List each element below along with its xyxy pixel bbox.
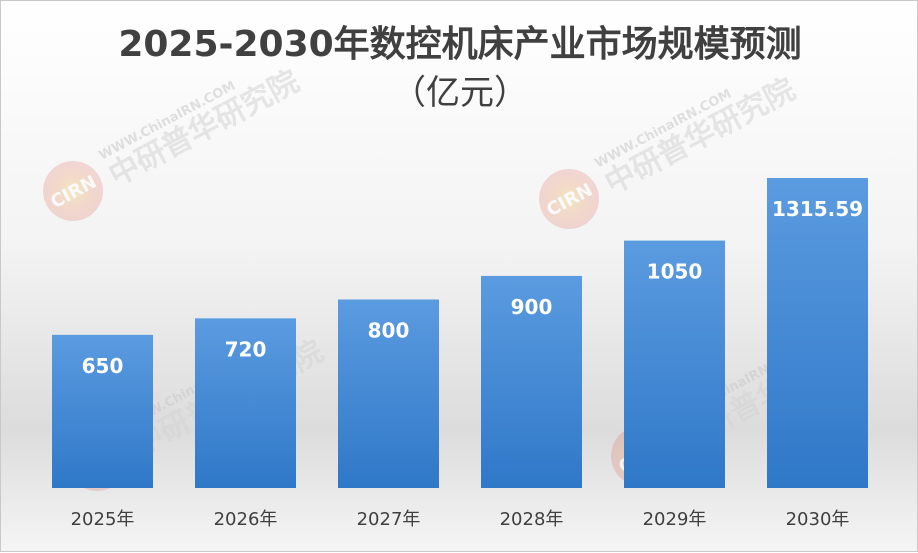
bar-4: [481, 275, 582, 488]
bar-6: [767, 178, 868, 488]
watermark-logo-circle: [43, 161, 103, 221]
bar-5: [624, 240, 725, 488]
bar-1: [52, 334, 153, 488]
watermark-org-text: 中研普华研究院: [103, 64, 305, 193]
data-label-1: 650: [82, 354, 124, 378]
data-label-2: 720: [225, 337, 267, 361]
x-tick-label-3: 2027年: [357, 509, 421, 530]
chart-title: 2025-2030年数控机床产业市场规模预测: [118, 24, 802, 65]
data-label-4: 900: [511, 295, 553, 319]
x-tick-label-5: 2029年: [643, 509, 707, 530]
data-label-6: 1315.59: [772, 197, 863, 221]
chart-subtitle: （亿元）: [392, 73, 528, 113]
x-tick-label-2: 2026年: [214, 509, 278, 530]
x-tick-label-4: 2028年: [500, 509, 564, 530]
data-label-3: 800: [368, 318, 410, 342]
watermark-logo-circle: [539, 169, 599, 229]
x-tick-label-1: 2025年: [71, 509, 135, 530]
x-tick-label-6: 2030年: [786, 509, 850, 530]
bar-2: [195, 318, 296, 488]
bars-group: 650 720 800 900 1050 1315.59: [52, 178, 868, 488]
bar-3: [338, 299, 439, 488]
data-label-5: 1050: [647, 260, 703, 284]
x-axis-labels: 2025年 2026年 2027年 2028年 2029年 2030年: [71, 509, 850, 530]
